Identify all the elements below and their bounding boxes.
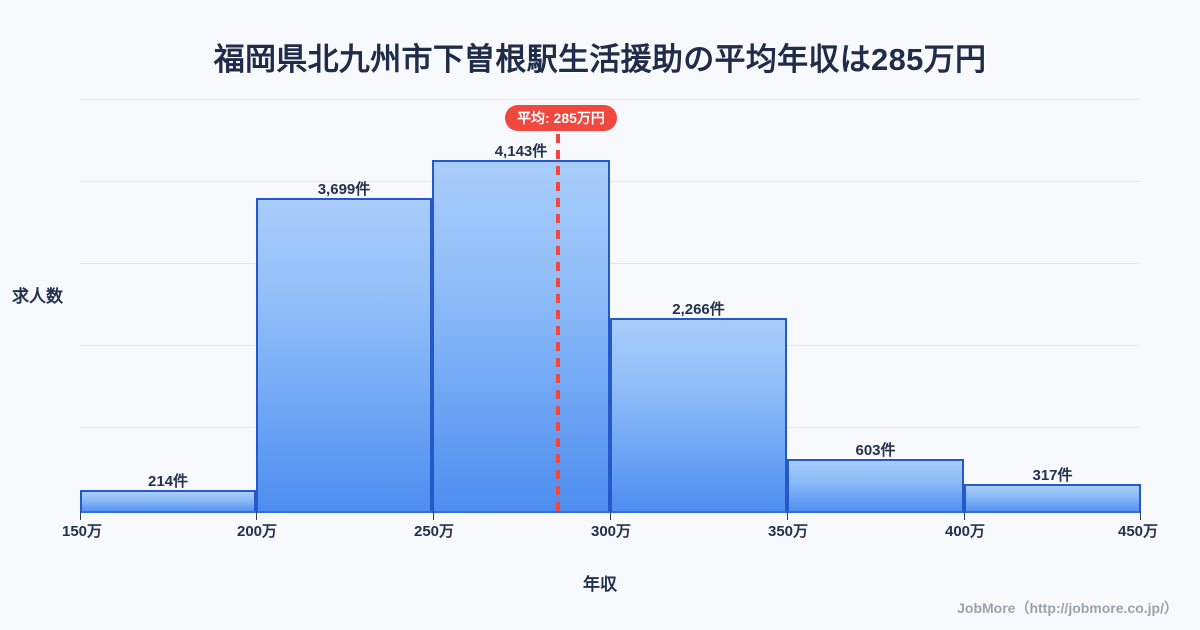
gridline	[80, 263, 1140, 264]
bar-3[interactable]	[610, 318, 787, 513]
bar-5[interactable]	[964, 484, 1141, 513]
average-line	[556, 134, 560, 512]
x-tick-mark	[80, 511, 81, 520]
y-axis-title: 求人数	[12, 287, 63, 306]
bar-label-5: 317件	[1032, 467, 1073, 484]
x-tick-mark	[610, 511, 611, 520]
bar-0[interactable]	[80, 490, 256, 513]
x-axis-title: 年収	[583, 575, 617, 594]
gridline	[80, 99, 1140, 100]
bar-label-3: 2,266件	[672, 301, 725, 318]
x-tick-label-1: 200万	[236, 523, 278, 540]
x-tick-label-2: 250万	[413, 523, 455, 540]
x-tick-mark	[1140, 511, 1141, 520]
bar-label-2: 4,143件	[494, 143, 548, 160]
gridline	[80, 181, 1140, 182]
x-tick-label-5: 400万	[944, 523, 986, 540]
x-tick-mark	[433, 511, 434, 520]
x-tick-label-3: 300万	[590, 523, 632, 540]
bar-1[interactable]	[256, 198, 432, 513]
bar-label-0: 214件	[147, 473, 189, 490]
x-tick-label-4: 350万	[767, 523, 809, 540]
bar-label-1: 3,699件	[317, 181, 371, 198]
bar-4[interactable]	[787, 459, 964, 513]
x-tick-mark	[964, 511, 965, 520]
x-tick-label-0: 150万	[61, 523, 103, 540]
watermark-footer: JobMore（http://jobmore.co.jp/）	[957, 600, 1178, 616]
bar-label-4: 603件	[855, 442, 896, 459]
x-tick-label-6: 450万	[1117, 523, 1159, 540]
x-tick-mark	[787, 511, 788, 520]
average-badge: 平均: 285万円	[505, 105, 617, 131]
x-tick-mark	[256, 511, 257, 520]
bar-2[interactable]	[432, 160, 610, 513]
page-title: 福岡県北九州市下曽根駅生活援助の平均年収は285万円	[213, 42, 987, 77]
